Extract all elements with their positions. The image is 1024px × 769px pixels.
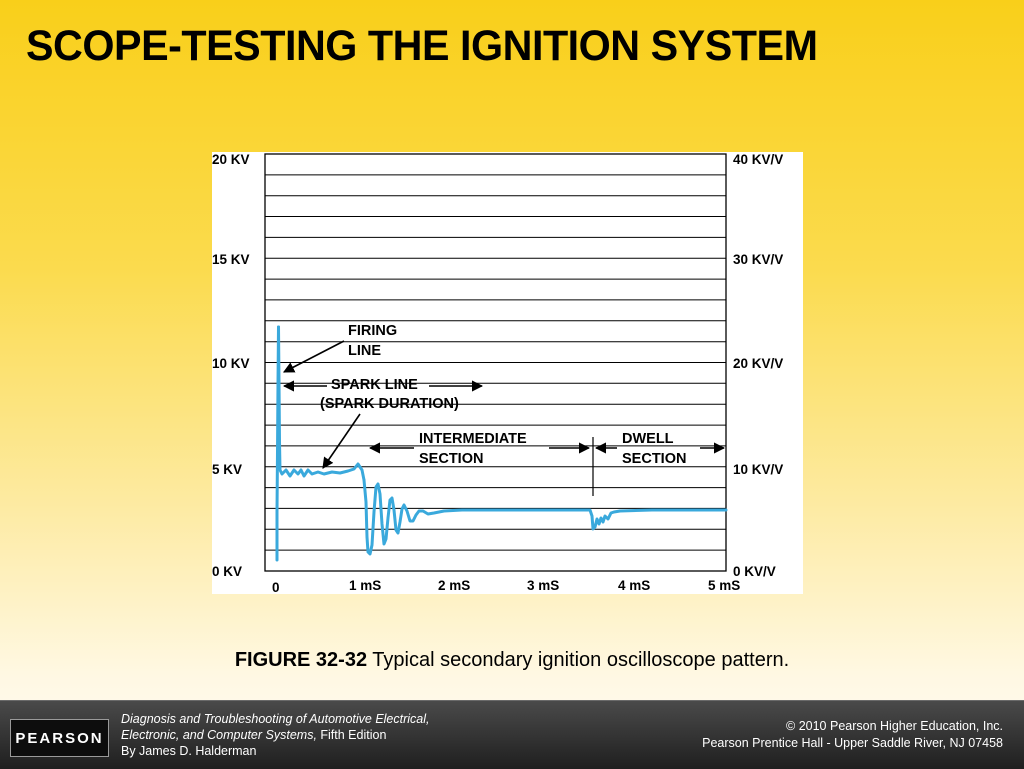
figure-caption-text: Typical secondary ignition oscilloscope …: [367, 649, 790, 671]
right-axis-label-30kvv: 30 KV/V: [733, 252, 783, 267]
book-info: Diagnosis and Troubleshooting of Automot…: [121, 711, 430, 759]
publisher-text: Pearson Prentice Hall - Upper Saddle Riv…: [702, 736, 1003, 750]
x-axis-label-0: 0: [272, 580, 280, 594]
firing-line-label-1: FIRING: [348, 323, 397, 339]
publisher-info: © 2010 Pearson Higher Education, Inc. Pe…: [702, 718, 1003, 752]
left-axis-label-20kv: 20 KV: [212, 152, 250, 167]
right-axis-label-40kvv: 40 KV/V: [733, 152, 783, 167]
left-axis-label-15kv: 15 KV: [212, 252, 250, 267]
book-edition: Fifth Edition: [316, 728, 387, 742]
left-axis-label-5kv: 5 KV: [212, 462, 242, 477]
grid: [264, 153, 727, 572]
oscilloscope-figure: 20 KV 15 KV 10 KV 5 KV 0 KV 40 KV/V 30 K…: [212, 152, 803, 594]
firing-line-label-2: LINE: [348, 343, 381, 359]
waveform-trace: [275, 325, 728, 562]
x-axis-label-2ms: 2 mS: [438, 578, 470, 593]
dwell-section-label-1: DWELL: [622, 431, 674, 447]
x-axis-label-5ms: 5 mS: [708, 578, 740, 593]
spark-line-label-2: (SPARK DURATION): [320, 396, 459, 412]
figure-caption-label: FIGURE 32-32: [234, 649, 368, 671]
right-axis-label-20kvv: 20 KV/V: [733, 356, 783, 371]
book-title-line-2: Electronic, and Computer Systems,: [121, 728, 317, 742]
x-axis-label-3ms: 3 mS: [527, 578, 559, 593]
intermediate-section-label-2: SECTION: [419, 451, 483, 467]
dwell-section-trace: [585, 508, 728, 531]
book-author: By James D. Halderman: [121, 744, 257, 758]
dwell-section-label-2: SECTION: [622, 451, 686, 467]
pearson-logo: PEARSON: [10, 719, 109, 757]
intermediate-oscillation-trace: [362, 478, 589, 556]
x-axis-label-4ms: 4 mS: [618, 578, 650, 593]
right-axis-label-10kvv: 10 KV/V: [733, 462, 783, 477]
left-axis-label-10kv: 10 KV: [212, 356, 250, 371]
spark-line-label-1: SPARK LINE: [331, 377, 418, 393]
copyright-text: © 2010 Pearson Higher Education, Inc.: [786, 719, 1003, 733]
footer-bar: PEARSON Diagnosis and Troubleshooting of…: [0, 700, 1024, 769]
left-axis-label-0kv: 0 KV: [212, 564, 242, 579]
annotations: FIRING LINE SPARK LINE (SPARK DURATION) …: [282, 323, 726, 496]
right-axis-label-0kvv: 0 KV/V: [733, 564, 776, 579]
spark-line-trace: [277, 325, 366, 482]
slide-title: SCOPE-TESTING THE IGNITION SYSTEM: [26, 22, 818, 70]
intermediate-section-label-1: INTERMEDIATE: [419, 431, 527, 447]
figure-caption: FIGURE 32-32 Typical secondary ignition …: [0, 649, 1024, 672]
firing-line-arrow: [283, 340, 345, 373]
x-axis-label-1ms: 1 mS: [349, 578, 381, 593]
spark-duration-arrow: [322, 413, 361, 469]
oscilloscope-diagram: 20 KV 15 KV 10 KV 5 KV 0 KV 40 KV/V 30 K…: [212, 152, 783, 594]
book-title-line-1: Diagnosis and Troubleshooting of Automot…: [121, 712, 430, 726]
